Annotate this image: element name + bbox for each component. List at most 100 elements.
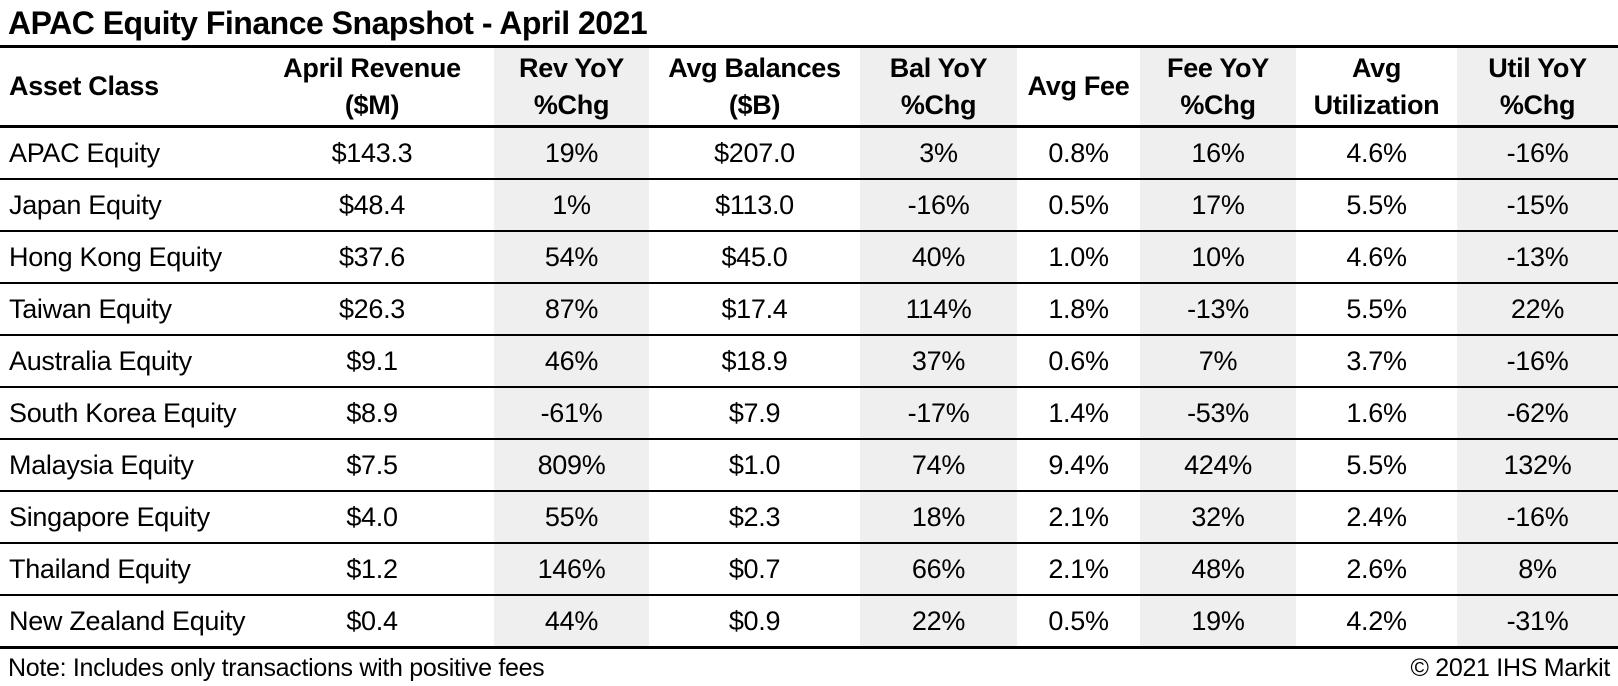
cell-rev-yoy: 87% xyxy=(494,283,649,336)
cell-avg-utilization: 4.6% xyxy=(1296,231,1457,284)
row-label: New Zealand Equity xyxy=(0,595,250,649)
cell-april-revenue: $48.4 xyxy=(250,179,494,232)
header-label: April Revenue xyxy=(283,52,461,83)
cell-april-revenue: $7.5 xyxy=(250,439,494,492)
header-label: ($B) xyxy=(728,89,781,120)
footer: Note: Includes only transactions with po… xyxy=(0,649,1618,686)
cell-rev-yoy: 44% xyxy=(494,595,649,649)
cell-avg-balances: $18.9 xyxy=(649,335,860,388)
cell-bal-yoy: 18% xyxy=(860,491,1017,544)
col-header-avg-balances: Avg Balances ($B) xyxy=(649,48,860,128)
cell-rev-yoy: 19% xyxy=(494,126,649,180)
cell-rev-yoy: 1% xyxy=(494,179,649,232)
table-header: Asset Class April Revenue ($M) Rev YoY %… xyxy=(0,48,1618,128)
cell-avg-utilization: 2.6% xyxy=(1296,543,1457,596)
cell-avg-fee: 0.8% xyxy=(1017,126,1140,180)
cell-avg-balances: $1.0 xyxy=(649,439,860,492)
cell-fee-yoy: 16% xyxy=(1140,126,1296,180)
cell-avg-fee: 0.5% xyxy=(1017,595,1140,649)
cell-bal-yoy: 74% xyxy=(860,439,1017,492)
row-label: Taiwan Equity xyxy=(0,283,250,336)
cell-avg-fee: 0.5% xyxy=(1017,179,1140,232)
cell-avg-fee: 2.1% xyxy=(1017,543,1140,596)
cell-avg-balances: $207.0 xyxy=(649,126,860,180)
cell-avg-fee: 1.4% xyxy=(1017,387,1140,440)
cell-fee-yoy: 7% xyxy=(1140,335,1296,388)
cell-avg-balances: $17.4 xyxy=(649,283,860,336)
col-header-april-revenue: April Revenue ($M) xyxy=(250,48,494,128)
cell-fee-yoy: 19% xyxy=(1140,595,1296,649)
header-label: Rev YoY xyxy=(519,52,624,83)
header-label: Bal YoY xyxy=(889,52,988,83)
col-header-avg-fee: Avg Fee xyxy=(1017,48,1140,128)
cell-april-revenue: $1.2 xyxy=(250,543,494,596)
table-row-south-korea-equity: South Korea Equity $8.9 -61% $7.9 -17% 1… xyxy=(0,387,1618,440)
cell-util-yoy: -16% xyxy=(1457,126,1618,180)
equity-finance-table: Asset Class April Revenue ($M) Rev YoY %… xyxy=(0,48,1618,649)
title-bar: APAC Equity Finance Snapshot - April 202… xyxy=(0,0,1618,48)
cell-fee-yoy: -13% xyxy=(1140,283,1296,336)
cell-rev-yoy: 146% xyxy=(494,543,649,596)
cell-util-yoy: -16% xyxy=(1457,491,1618,544)
cell-avg-fee: 1.0% xyxy=(1017,231,1140,284)
header-row: Asset Class April Revenue ($M) Rev YoY %… xyxy=(0,48,1618,128)
cell-avg-fee: 1.8% xyxy=(1017,283,1140,336)
cell-util-yoy: -13% xyxy=(1457,231,1618,284)
col-header-fee-yoy: Fee YoY %Chg xyxy=(1140,48,1296,128)
cell-util-yoy: -15% xyxy=(1457,179,1618,232)
cell-avg-utilization: 2.4% xyxy=(1296,491,1457,544)
row-label: Australia Equity xyxy=(0,335,250,388)
table-row-australia-equity: Australia Equity $9.1 46% $18.9 37% 0.6%… xyxy=(0,335,1618,388)
cell-rev-yoy: 809% xyxy=(494,439,649,492)
cell-avg-utilization: 1.6% xyxy=(1296,387,1457,440)
cell-avg-balances: $2.3 xyxy=(649,491,860,544)
header-label: Util YoY xyxy=(1488,52,1587,83)
cell-avg-utilization: 5.5% xyxy=(1296,179,1457,232)
cell-avg-utilization: 3.7% xyxy=(1296,335,1457,388)
cell-avg-fee: 9.4% xyxy=(1017,439,1140,492)
cell-avg-balances: $7.9 xyxy=(649,387,860,440)
col-header-rev-yoy: Rev YoY %Chg xyxy=(494,48,649,128)
cell-april-revenue: $8.9 xyxy=(250,387,494,440)
cell-bal-yoy: 22% xyxy=(860,595,1017,649)
header-label: Asset Class xyxy=(9,71,159,101)
cell-april-revenue: $143.3 xyxy=(250,126,494,180)
cell-avg-balances: $0.7 xyxy=(649,543,860,596)
footnote: Note: Includes only transactions with po… xyxy=(8,653,545,682)
cell-avg-utilization: 4.2% xyxy=(1296,595,1457,649)
cell-avg-utilization: 4.6% xyxy=(1296,126,1457,180)
table-row-thailand-equity: Thailand Equity $1.2 146% $0.7 66% 2.1% … xyxy=(0,543,1618,596)
header-label: Fee YoY xyxy=(1167,52,1269,83)
cell-rev-yoy: 54% xyxy=(494,231,649,284)
cell-april-revenue: $26.3 xyxy=(250,283,494,336)
row-label: APAC Equity xyxy=(0,126,250,180)
cell-april-revenue: $9.1 xyxy=(250,335,494,388)
row-label: Thailand Equity xyxy=(0,543,250,596)
copyright: © 2021 IHS Markit xyxy=(1410,653,1610,682)
cell-util-yoy: 22% xyxy=(1457,283,1618,336)
table-row-japan-equity: Japan Equity $48.4 1% $113.0 -16% 0.5% 1… xyxy=(0,179,1618,232)
header-label: Avg Balances xyxy=(668,52,841,83)
cell-avg-utilization: 5.5% xyxy=(1296,283,1457,336)
cell-april-revenue: $0.4 xyxy=(250,595,494,649)
page-title: APAC Equity Finance Snapshot - April 202… xyxy=(8,4,648,41)
cell-bal-yoy: 3% xyxy=(860,126,1017,180)
row-label: Singapore Equity xyxy=(0,491,250,544)
cell-fee-yoy: 10% xyxy=(1140,231,1296,284)
cell-avg-balances: $0.9 xyxy=(649,595,860,649)
cell-avg-fee: 2.1% xyxy=(1017,491,1140,544)
header-label: Utilization xyxy=(1313,89,1440,120)
row-label: South Korea Equity xyxy=(0,387,250,440)
col-header-util-yoy: Util YoY %Chg xyxy=(1457,48,1618,128)
cell-rev-yoy: 46% xyxy=(494,335,649,388)
cell-bal-yoy: 40% xyxy=(860,231,1017,284)
cell-april-revenue: $37.6 xyxy=(250,231,494,284)
table-body: APAC Equity $143.3 19% $207.0 3% 0.8% 16… xyxy=(0,126,1618,649)
cell-util-yoy: -62% xyxy=(1457,387,1618,440)
table-row-hong-kong-equity: Hong Kong Equity $37.6 54% $45.0 40% 1.0… xyxy=(0,231,1618,284)
header-label: %Chg xyxy=(1499,89,1576,120)
cell-avg-utilization: 5.5% xyxy=(1296,439,1457,492)
cell-fee-yoy: 32% xyxy=(1140,491,1296,544)
cell-fee-yoy: 17% xyxy=(1140,179,1296,232)
